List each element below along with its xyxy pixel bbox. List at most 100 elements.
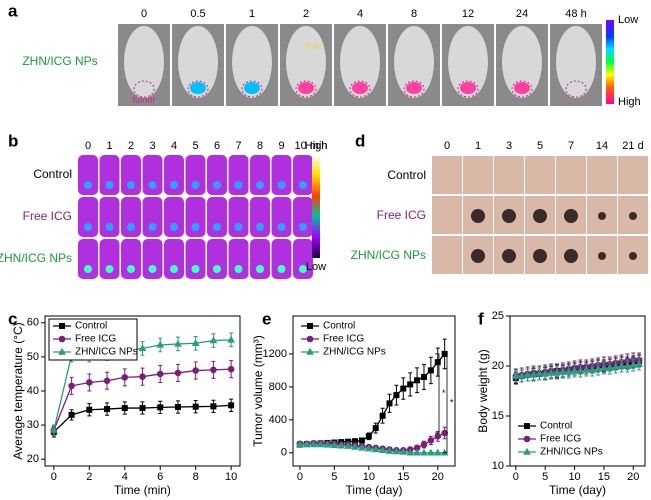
marker xyxy=(121,374,129,381)
marker xyxy=(635,359,643,367)
hot-spot xyxy=(191,223,200,231)
x-tick-label: 10 xyxy=(568,471,580,483)
hot-spot xyxy=(105,265,114,273)
wound xyxy=(533,249,547,263)
marker xyxy=(351,442,359,450)
wound xyxy=(629,252,637,260)
thermal-image xyxy=(99,197,120,237)
series-line xyxy=(515,363,640,377)
time-label: 2 xyxy=(128,140,134,152)
hot-spot xyxy=(299,181,307,189)
row-label: ZHN/ICG NPs xyxy=(22,54,97,68)
thermal-image xyxy=(271,155,292,195)
hot-spot xyxy=(84,223,92,231)
hot-spot xyxy=(277,265,286,273)
thermal-image xyxy=(99,155,120,195)
marker xyxy=(570,366,579,374)
hot-spot xyxy=(213,181,221,189)
hot-spot xyxy=(84,265,92,273)
annotation: liver xyxy=(306,40,323,50)
row-label: Free ICG xyxy=(377,208,426,222)
marker xyxy=(420,448,428,456)
time-label: 48 h xyxy=(565,8,586,20)
hot-spot xyxy=(105,181,114,189)
mouse-body xyxy=(502,26,542,98)
marker xyxy=(157,404,164,411)
hot-spot xyxy=(234,181,243,189)
tumor-circle xyxy=(187,80,209,98)
time-label: 6 xyxy=(214,140,220,152)
marker xyxy=(414,377,421,384)
thermal-image xyxy=(271,239,292,279)
hot-spot xyxy=(105,223,114,231)
marker xyxy=(139,405,146,412)
y-tick-label: 800 xyxy=(269,381,287,393)
thermal-image xyxy=(142,197,163,237)
hot-spot xyxy=(191,181,200,189)
marker xyxy=(558,367,567,375)
time-label: 8 xyxy=(411,8,417,20)
thermal-image xyxy=(78,155,98,195)
marker xyxy=(323,440,332,448)
marker xyxy=(330,441,339,449)
legend-label: ZHN/ICG NPs xyxy=(540,447,603,458)
x-tick-label: 20 xyxy=(432,471,444,483)
x-tick-label: 15 xyxy=(598,471,610,483)
thermal-image xyxy=(271,197,292,237)
thermal-image xyxy=(99,239,120,279)
marker xyxy=(420,441,428,448)
x-tick-label: 5 xyxy=(331,471,337,483)
thermal-image xyxy=(250,197,270,237)
marker xyxy=(337,441,346,449)
tumor-circle xyxy=(403,80,425,98)
hot-spot xyxy=(84,181,92,189)
significance-mark: * xyxy=(442,388,446,398)
time-label: 1 xyxy=(249,8,255,20)
marker xyxy=(582,365,591,373)
legend-label: Free ICG xyxy=(540,434,581,445)
thermal-image xyxy=(293,155,313,195)
marker xyxy=(605,363,614,371)
tumor-circle xyxy=(565,80,587,98)
x-axis-label: Time (day) xyxy=(346,483,403,497)
marker xyxy=(138,344,147,352)
time-label: 4 xyxy=(357,8,363,20)
hot-spot xyxy=(148,265,157,273)
marker xyxy=(86,379,93,386)
marker xyxy=(50,425,58,433)
thermal-image xyxy=(207,239,227,279)
marker xyxy=(441,429,448,437)
panel-letter: f xyxy=(478,309,484,328)
thermal-image xyxy=(185,197,206,237)
thermal-image xyxy=(228,239,249,279)
scale-label: High xyxy=(618,96,641,108)
time-label: 0 xyxy=(85,140,91,152)
marker xyxy=(68,411,75,418)
annotation: tumor xyxy=(132,94,155,104)
panel-letter: b xyxy=(8,131,18,150)
hot-spot xyxy=(299,265,307,273)
tumor-circle xyxy=(133,80,155,98)
marker xyxy=(399,447,408,455)
wound xyxy=(629,212,637,220)
marker xyxy=(385,446,394,454)
hot-spot xyxy=(234,223,243,231)
wound xyxy=(598,252,606,260)
y-tick-label: 60 xyxy=(27,317,39,329)
panel-letter: c xyxy=(8,309,17,328)
series-line xyxy=(299,353,446,446)
scale-label: Low xyxy=(306,261,326,273)
thermal-image xyxy=(250,239,270,279)
marker xyxy=(309,440,318,448)
legend-label: Control xyxy=(540,421,572,432)
marker xyxy=(379,412,386,419)
marker xyxy=(420,373,427,380)
thermal-image xyxy=(78,197,98,237)
time-label: 4 xyxy=(171,140,177,152)
x-tick-label: 4 xyxy=(122,471,128,483)
marker xyxy=(617,361,626,369)
wound xyxy=(533,209,547,223)
marker xyxy=(434,359,441,366)
